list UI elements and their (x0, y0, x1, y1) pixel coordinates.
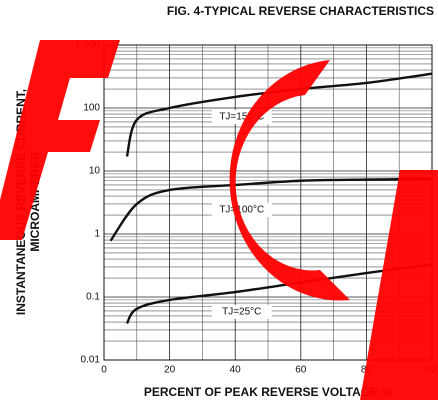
x-tick-label: 0 (101, 365, 107, 376)
series-line (125, 72, 433, 157)
watermark-f (0, 40, 120, 240)
watermark (0, 40, 438, 400)
y-tick-label: 1 (94, 229, 100, 240)
watermark-i (360, 170, 438, 400)
y-tick-label: 0.1 (86, 292, 100, 303)
y-tick-label: 0.01 (81, 355, 101, 366)
series-label: TJ=150°C (219, 112, 264, 123)
x-tick-label: 60 (295, 365, 307, 376)
x-tick-label: 40 (230, 365, 242, 376)
x-axis-label: PERCENT OF PEAK REVERSE VOLTAGE,% (144, 385, 393, 399)
plot-area: 0.010.11101001,000020406080100TJ=150°CTJ… (75, 40, 438, 376)
y-tick-label: 10 (89, 166, 101, 177)
x-tick-label: 20 (164, 365, 176, 376)
series-line (125, 263, 433, 325)
series-label: TJ=100°C (219, 205, 264, 216)
chart-title: FIG. 4-TYPICAL REVERSE CHARACTERISTICS (167, 4, 434, 18)
y-tick-label: 100 (83, 103, 100, 114)
series-label: TJ=25°C (222, 307, 261, 318)
series-label-bg (211, 203, 272, 217)
series-label-bg (211, 305, 272, 319)
